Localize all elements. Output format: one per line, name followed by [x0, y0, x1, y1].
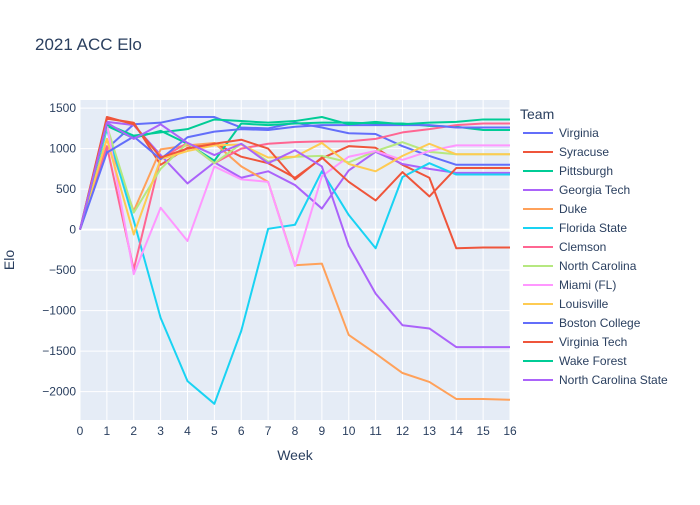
chart-title: 2021 ACC Elo — [35, 35, 142, 54]
x-tick-label: 10 — [342, 424, 356, 438]
legend-item-florida-state[interactable]: Florida State — [523, 221, 627, 235]
legend: Team Virginia Syracuse Pittsburgh Georgia T… — [520, 106, 668, 387]
series-line-north-carolina-state — [79, 121, 510, 349]
x-axis-ticks: 0 1 2 3 4 5 6 7 8 9 10 11 12 13 14 15 16 — [77, 424, 517, 438]
x-tick-label: 5 — [211, 424, 218, 438]
series-line-louisville — [79, 137, 510, 236]
legend-label: Virginia — [559, 126, 599, 140]
series-line-florida-state — [79, 128, 510, 405]
x-tick-label: 15 — [476, 424, 490, 438]
x-tick-label: 3 — [157, 424, 164, 438]
legend-item-wake-forest[interactable]: Wake Forest — [523, 354, 627, 368]
series-line-virginia-tech — [79, 116, 510, 230]
x-tick-label: 9 — [319, 424, 326, 438]
legend-item-boston-college[interactable]: Boston College — [523, 316, 641, 330]
legend-item-pittsburgh[interactable]: Pittsburgh — [523, 164, 613, 178]
x-tick-label: 6 — [238, 424, 245, 438]
legend-item-clemson[interactable]: Clemson — [523, 240, 606, 254]
legend-item-louisville[interactable]: Louisville — [523, 297, 609, 311]
legend-items: Virginia Syracuse Pittsburgh Georgia Tech Du… — [523, 126, 668, 387]
series-line-clemson — [79, 122, 510, 271]
y-tick-label: 1000 — [49, 142, 76, 156]
legend-label: Boston College — [559, 316, 641, 330]
x-tick-label: 2 — [130, 424, 137, 438]
legend-label: Wake Forest — [559, 354, 627, 368]
legend-label: Miami (FL) — [559, 278, 616, 292]
x-tick-label: 16 — [503, 424, 517, 438]
y-tick-label: 1500 — [49, 101, 76, 115]
legend-item-duke[interactable]: Duke — [523, 202, 587, 216]
series-lines — [79, 116, 511, 405]
legend-label: Clemson — [559, 240, 606, 254]
legend-label: Georgia Tech — [559, 183, 630, 197]
legend-label: North Carolina State — [559, 373, 668, 387]
x-tick-label: 4 — [184, 424, 191, 438]
y-tick-label: 0 — [69, 223, 76, 237]
x-tick-label: 7 — [265, 424, 272, 438]
legend-item-georgia-tech[interactable]: Georgia Tech — [523, 183, 630, 197]
y-axis-ticks: −2000 −1500 −1000 −500 0 500 1000 1500 — [42, 101, 76, 399]
legend-label: Duke — [559, 202, 587, 216]
y-axis-label: Elo — [1, 250, 17, 270]
legend-item-syracuse[interactable]: Syracuse — [523, 145, 609, 159]
legend-item-virginia-tech[interactable]: Virginia Tech — [523, 335, 627, 349]
y-tick-label: −2000 — [42, 385, 76, 399]
series-line-boston-college — [79, 124, 510, 230]
legend-label: Syracuse — [559, 145, 609, 159]
legend-item-north-carolina-state[interactable]: North Carolina State — [523, 373, 668, 387]
legend-item-virginia[interactable]: Virginia — [523, 126, 599, 140]
legend-label: Virginia Tech — [559, 335, 627, 349]
x-tick-label: 12 — [396, 424, 410, 438]
legend-item-north-carolina[interactable]: North Carolina — [523, 259, 637, 273]
x-tick-label: 14 — [450, 424, 464, 438]
x-axis-label: Week — [277, 447, 314, 463]
y-tick-label: −1500 — [42, 344, 76, 358]
legend-label: Florida State — [559, 221, 627, 235]
grid — [79, 100, 511, 420]
legend-label: North Carolina — [559, 259, 637, 273]
y-tick-label: −1000 — [42, 304, 76, 318]
x-tick-label: 8 — [292, 424, 299, 438]
series-line-miami-fl — [79, 123, 510, 276]
x-tick-label: 1 — [104, 424, 111, 438]
x-tick-label: 13 — [423, 424, 437, 438]
legend-item-miami-fl[interactable]: Miami (FL) — [523, 278, 616, 292]
x-tick-label: 11 — [369, 424, 382, 438]
y-tick-label: 500 — [56, 182, 76, 196]
y-tick-label: −500 — [49, 263, 76, 277]
legend-label: Louisville — [559, 297, 609, 311]
x-tick-label: 0 — [77, 424, 84, 438]
series-line-wake-forest — [79, 116, 510, 230]
legend-label: Pittsburgh — [559, 164, 613, 178]
legend-title: Team — [520, 106, 554, 122]
